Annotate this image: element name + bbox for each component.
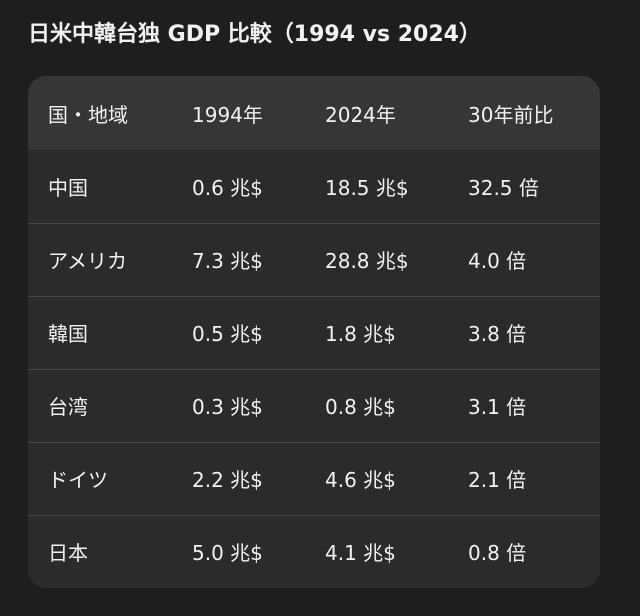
table-cell: 中国 bbox=[48, 175, 88, 200]
table-cell: 2.2 兆$ bbox=[192, 468, 263, 492]
column-header: 1994年 bbox=[192, 102, 263, 127]
table-cell: 2.1 倍 bbox=[468, 468, 527, 492]
table-header: 国・地域 1994年 2024年 30年前比 bbox=[28, 76, 600, 150]
header-row: 国・地域 1994年 2024年 30年前比 bbox=[28, 76, 600, 150]
table-cell: 0.8 倍 bbox=[468, 541, 527, 566]
table-row: 日本 5.0 兆$ 4.1 兆$ 0.8 倍 bbox=[28, 515, 600, 588]
column-header: 国・地域 bbox=[48, 102, 128, 127]
column-header: 2024年 bbox=[325, 102, 396, 127]
table-cell: アメリカ bbox=[48, 249, 127, 273]
table-cell: 5.0 兆$ bbox=[192, 541, 263, 566]
table-card: 国・地域 1994年 2024年 30年前比 中国 0.6 兆$ 18.5 兆$ 32.5 … bbox=[28, 76, 600, 588]
table-cell: 台湾 bbox=[48, 395, 88, 419]
table-cell: 4.0 倍 bbox=[468, 249, 527, 273]
table-cell: 0.3 兆$ bbox=[192, 395, 263, 419]
table-row: アメリカ 7.3 兆$ 28.8 兆$ 4.0 倍 bbox=[28, 223, 600, 296]
table-cell: 3.8 倍 bbox=[468, 322, 527, 346]
table-cell: 7.3 兆$ bbox=[192, 249, 263, 273]
table-cell: 1.8 兆$ bbox=[325, 322, 396, 346]
table: 国・地域 1994年 2024年 30年前比 中国 0.6 兆$ 18.5 兆$ 32.5 … bbox=[28, 76, 600, 588]
table-cell: 32.5 倍 bbox=[468, 175, 539, 200]
table-cell: ドイツ bbox=[48, 468, 108, 492]
table-row: ドイツ 2.2 兆$ 4.6 兆$ 2.1 倍 bbox=[28, 442, 600, 515]
table-row: 中国 0.6 兆$ 18.5 兆$ 32.5 倍 bbox=[28, 150, 600, 223]
table-cell: 0.5 兆$ bbox=[192, 322, 263, 346]
table-cell: 0.8 兆$ bbox=[325, 395, 396, 419]
table-cell: 日本 bbox=[48, 541, 88, 566]
table-cell: 4.6 兆$ bbox=[325, 468, 396, 492]
table-cell: 3.1 倍 bbox=[468, 395, 527, 419]
table-cell: 韓国 bbox=[48, 322, 88, 346]
table-body: 中国 0.6 兆$ 18.5 兆$ 32.5 倍アメリカ 7.3 兆$ 28.8 兆$ 4.… bbox=[28, 150, 600, 588]
table-row: 台湾 0.3 兆$ 0.8 兆$ 3.1 倍 bbox=[28, 369, 600, 442]
column-header: 30年前比 bbox=[468, 102, 554, 127]
table-cell: 4.1 兆$ bbox=[325, 541, 396, 566]
table-cell: 0.6 兆$ bbox=[192, 175, 263, 200]
table-cell: 28.8 兆$ bbox=[325, 249, 409, 273]
table-cell: 18.5 兆$ bbox=[325, 175, 409, 200]
table-row: 韓国 0.5 兆$ 1.8 兆$ 3.8 倍 bbox=[28, 296, 600, 369]
title: 日米中韓台独 GDP 比較（1994 vs 2024） bbox=[28, 22, 481, 47]
